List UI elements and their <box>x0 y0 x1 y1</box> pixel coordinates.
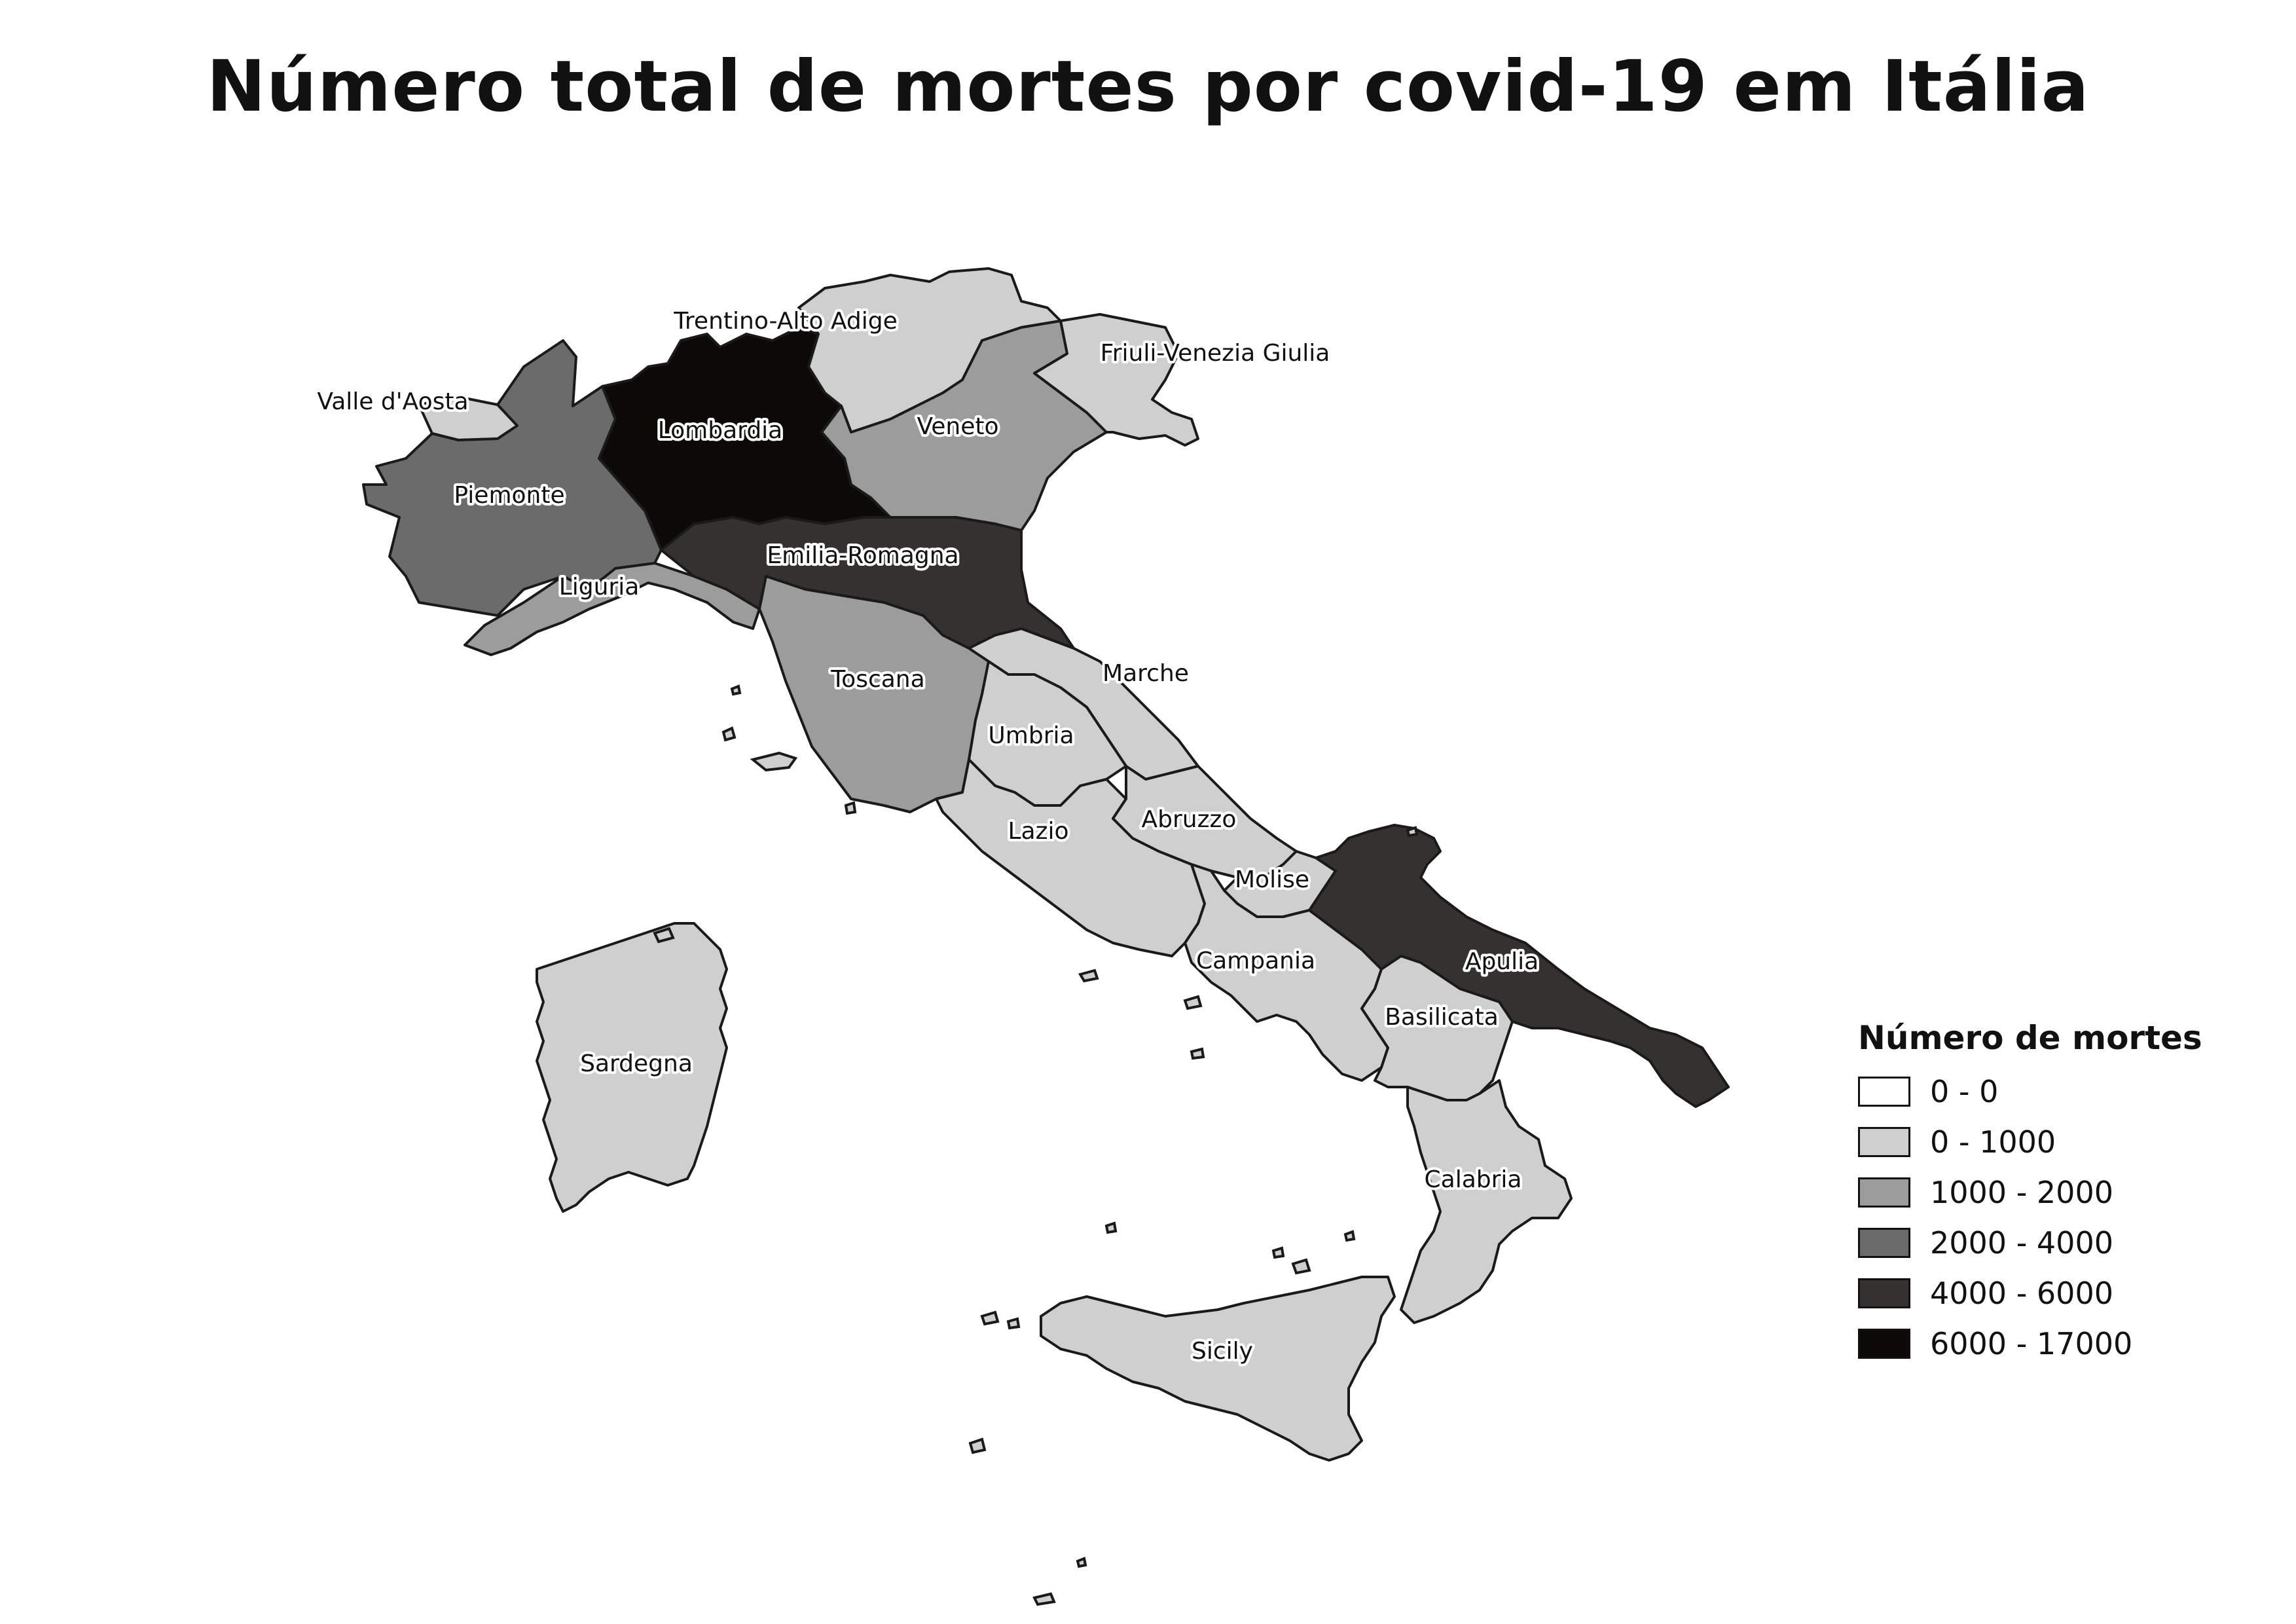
region-label-campania: Campania <box>1196 948 1315 974</box>
island-stromboli <box>1343 1230 1356 1242</box>
page-title: Número total de mortes por covid-19 em I… <box>206 46 2090 128</box>
island-linosa <box>1076 1557 1087 1568</box>
region-label-lazio: Lazio <box>1008 818 1068 845</box>
legend-swatch <box>1858 1278 1910 1308</box>
legend-swatch <box>1858 1227 1910 1258</box>
legend: Número de mortes 0 - 0 0 - 1000 1000 - 200… <box>1858 1019 2202 1369</box>
region-label-sardegna: Sardegna <box>580 1050 693 1077</box>
legend-item: 0 - 0 <box>1858 1066 2202 1116</box>
island-ustica <box>1104 1221 1118 1234</box>
legend-label: 0 - 0 <box>1930 1073 1999 1109</box>
island-egadi <box>980 1310 1021 1330</box>
region-label-liguria: Liguria <box>559 574 640 600</box>
island-capraia <box>721 726 737 742</box>
region-label-friuli-venezia-giulia: Friuli-Venezia Giulia <box>1101 340 1330 367</box>
region-label-valle-d-aosta: Valle d'Aosta <box>317 388 468 415</box>
region-label-marche: Marche <box>1102 660 1189 687</box>
region-label-piemonte: Piemonte <box>454 482 564 509</box>
island-lampedusa <box>1032 1592 1056 1606</box>
island-ponza <box>1078 969 1099 983</box>
legend-swatch <box>1858 1328 1910 1359</box>
island-capri <box>1190 1047 1205 1060</box>
legend-swatch <box>1858 1177 1910 1208</box>
legend-label: 0 - 1000 <box>1930 1124 2056 1160</box>
island-ischia <box>1183 995 1203 1010</box>
region-label-trentino-alto-adige: Trentino-Alto Adige <box>673 308 898 335</box>
island-giglio <box>844 801 857 815</box>
island-maddalena <box>653 927 675 944</box>
island-tremiti <box>1406 826 1419 838</box>
legend-label: 2000 - 4000 <box>1930 1225 2113 1261</box>
region-label-emilia-romagna: Emilia-Romagna <box>767 542 958 569</box>
region-sardegna <box>536 922 728 1213</box>
region-label-sicily: Sicily <box>1192 1338 1253 1365</box>
region-label-umbria: Umbria <box>988 722 1074 749</box>
region-label-abruzzo: Abruzzo <box>1142 806 1237 833</box>
region-label-veneto: Veneto <box>917 413 998 440</box>
region-label-molise: Molise <box>1235 866 1309 893</box>
island-elba <box>750 751 798 772</box>
legend-item: 2000 - 4000 <box>1858 1217 2202 1268</box>
legend-item: 6000 - 17000 <box>1858 1318 2202 1369</box>
legend-swatch <box>1858 1126 1910 1157</box>
region-label-calabria: Calabria <box>1425 1166 1522 1193</box>
region-label-apulia: Apulia <box>1465 948 1539 975</box>
legend-item: 4000 - 6000 <box>1858 1268 2202 1318</box>
region-label-basilicata: Basilicata <box>1385 1004 1499 1031</box>
region-liguria <box>464 562 761 656</box>
island-gorgona <box>730 684 742 696</box>
region-label-lombardia: Lombardia <box>658 417 783 444</box>
region-sicily <box>1040 1276 1396 1462</box>
legend-item: 0 - 1000 <box>1858 1116 2202 1167</box>
region-calabria <box>1400 1079 1573 1324</box>
legend-label: 6000 - 17000 <box>1930 1325 2133 1361</box>
island-pantelleria <box>968 1437 987 1454</box>
island-salina <box>1271 1246 1285 1259</box>
legend-title: Número de mortes <box>1858 1019 2202 1057</box>
legend-item: 1000 - 2000 <box>1858 1167 2202 1217</box>
region-label-toscana: Toscana <box>830 666 924 693</box>
island-lipari <box>1291 1258 1311 1275</box>
legend-swatch <box>1858 1076 1910 1107</box>
region-friuli-venezia-giulia <box>1033 313 1199 447</box>
legend-label: 4000 - 6000 <box>1930 1275 2113 1311</box>
legend-label: 1000 - 2000 <box>1930 1174 2113 1210</box>
